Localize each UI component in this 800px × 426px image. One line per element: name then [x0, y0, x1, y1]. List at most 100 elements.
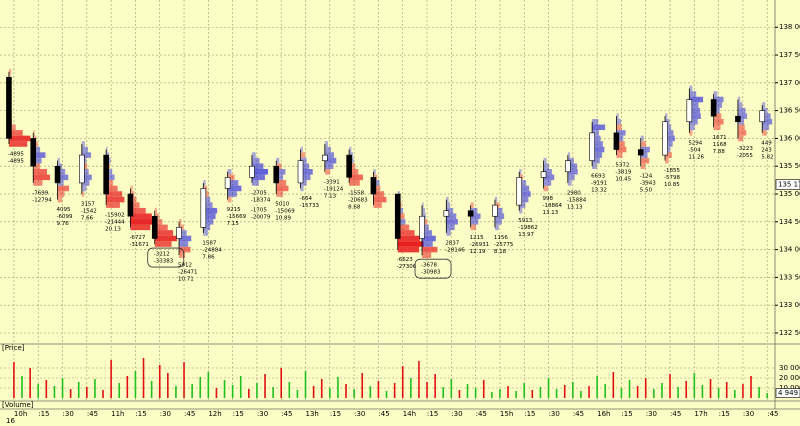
volume-tick-label: 20 000	[779, 374, 800, 382]
volume-bar	[693, 373, 696, 398]
candle-body	[759, 110, 766, 123]
annotation-text: -26931	[470, 242, 489, 248]
profile-bar	[227, 196, 232, 203]
profile-bar	[154, 207, 158, 214]
profile-bar	[737, 124, 745, 131]
profile-bar	[33, 168, 47, 175]
annotation-text: -20079	[251, 214, 271, 220]
profile-bar	[179, 219, 182, 225]
candle-body	[467, 210, 474, 217]
annotation-text: -12794	[32, 197, 52, 203]
annotation-text: 1168	[713, 142, 727, 148]
volume-bar	[628, 380, 631, 398]
profile-bar	[470, 202, 474, 208]
annotation-text: -3678	[421, 263, 437, 269]
volume-bar	[353, 389, 355, 398]
x-tick-label: :15	[719, 410, 730, 418]
profile-bar	[179, 241, 189, 247]
profile-bar	[179, 230, 187, 236]
annotation-text: -6727	[129, 235, 145, 241]
profile-bar	[422, 241, 433, 247]
annotation-text: -124	[640, 174, 653, 180]
annotation-text: 13.32	[591, 188, 607, 194]
annotation-text: -24884	[202, 247, 222, 253]
x-tick-label: 12h	[208, 410, 221, 418]
annotation-text: -25775	[494, 242, 514, 248]
annotation-text: 5294	[688, 140, 702, 146]
annotation-text: -15669	[227, 214, 247, 220]
volume-bar	[596, 376, 598, 398]
volume-bar	[677, 387, 679, 398]
profile-bar	[397, 219, 406, 225]
volume-bar	[474, 388, 477, 398]
volume-bar	[661, 383, 663, 398]
candle-body	[273, 165, 280, 184]
profile-bar	[33, 130, 35, 136]
y-tick-label: 135 500	[779, 162, 800, 170]
volume-bar	[199, 377, 202, 398]
candle-body	[565, 160, 571, 173]
profile-bar	[567, 163, 578, 169]
candle-body	[297, 160, 304, 184]
volume-bar	[410, 378, 412, 398]
volume-bar	[102, 390, 104, 398]
volume-bar	[482, 380, 485, 398]
profile-bar	[665, 124, 672, 131]
profile-bar	[154, 241, 172, 247]
x-tick-label: :30	[549, 410, 560, 418]
annotation-text: 8.68	[348, 204, 361, 210]
profile-bar	[422, 207, 426, 214]
volume-bar	[183, 362, 185, 398]
profile-bar	[640, 146, 650, 153]
x-tick-label: :30	[63, 410, 74, 418]
profile-bar	[106, 185, 118, 192]
volume-bar	[523, 383, 526, 398]
profile-bar	[324, 163, 334, 169]
volume-bar	[685, 381, 688, 398]
volume-bar	[555, 389, 558, 398]
profile-bar	[130, 196, 137, 203]
volume-bar	[709, 379, 712, 398]
annotation-text: 998	[543, 196, 554, 202]
annotation-text: 1156	[494, 235, 508, 241]
y-tick-label: 137 000	[779, 79, 800, 87]
volume-bar	[207, 372, 210, 398]
profile-bar	[33, 180, 43, 186]
profile-bar	[8, 141, 28, 147]
profile-bar	[227, 168, 232, 175]
x-tick-label: 10h	[14, 410, 27, 418]
profile-bar	[106, 146, 108, 153]
annotation-text: 10.45	[615, 177, 631, 183]
profile-bar	[276, 191, 284, 197]
volume-bar	[369, 386, 372, 398]
profile-bar	[154, 230, 174, 236]
volume-bar	[725, 382, 728, 398]
volume-bar	[77, 382, 80, 398]
volume-tick-label: 10 000	[779, 384, 800, 392]
annotation-text: -15733	[300, 203, 320, 209]
profile-bar	[203, 180, 206, 186]
profile-bar	[33, 163, 41, 169]
annotation-text: -20683	[348, 197, 368, 203]
profile-bar	[81, 174, 92, 181]
volume-bar	[288, 382, 291, 398]
annotation-text: 1215	[470, 235, 484, 241]
volume-bar	[110, 360, 112, 398]
profile-bar	[227, 180, 239, 186]
profile-bar	[300, 168, 313, 175]
profile-bar	[543, 168, 552, 175]
annotation-text: 5372	[615, 163, 629, 169]
profile-bar	[689, 91, 697, 97]
annotation-text: -3819	[615, 170, 631, 176]
profile-bar	[300, 146, 303, 153]
panel-label: [Price]	[2, 344, 25, 352]
profile-bar	[543, 180, 552, 186]
annotation-text: -15884	[567, 197, 587, 203]
volume-bar	[329, 388, 331, 398]
profile-bar	[251, 168, 268, 175]
profile-bar	[519, 202, 526, 208]
volume-bar	[264, 374, 266, 398]
profile-bar	[616, 113, 619, 119]
profile-bar	[762, 130, 767, 136]
annotation-text: 8.18	[494, 249, 507, 255]
